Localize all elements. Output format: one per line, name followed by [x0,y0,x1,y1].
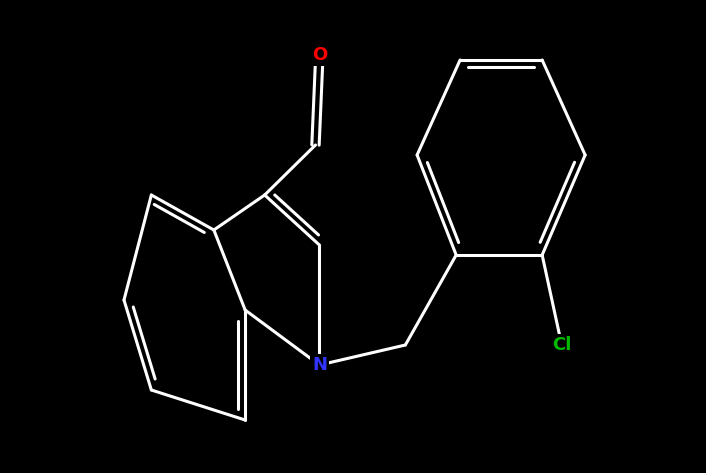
Text: O: O [312,46,327,64]
Text: Cl: Cl [552,336,571,354]
Text: N: N [312,356,327,374]
